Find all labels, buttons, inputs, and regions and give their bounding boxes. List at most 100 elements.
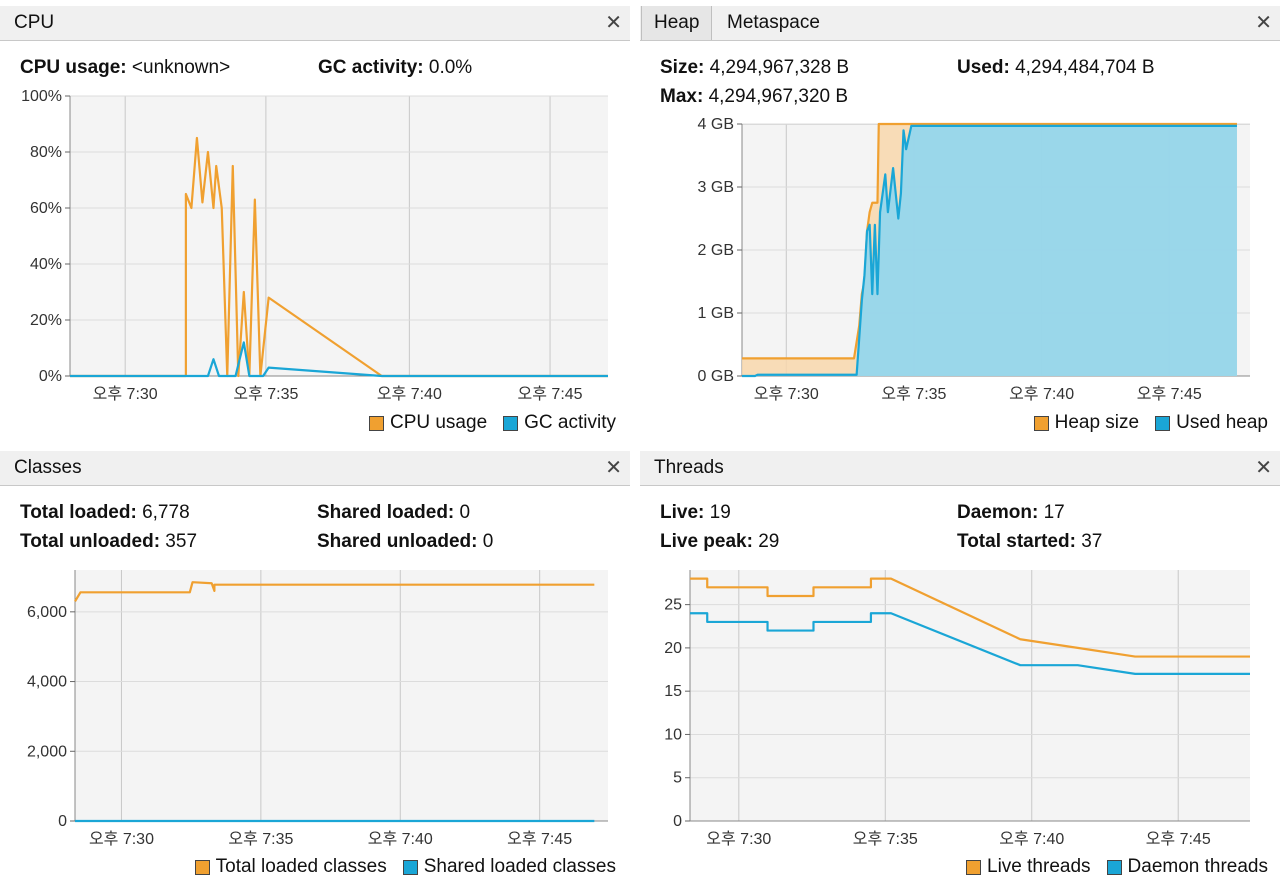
y-tick-label: 4 GB — [698, 116, 734, 133]
total-started-stat: Total started: 37 — [957, 531, 1103, 552]
series-line-cpu-usage — [70, 136, 608, 378]
y-tick-label: 20% — [30, 312, 62, 329]
daemon-stat: Daemon: 17 — [957, 502, 1065, 523]
series-area-used-heap — [742, 125, 1237, 376]
x-tick-label: 오후 7:35 — [853, 830, 918, 848]
x-tick-label: 오후 7:40 — [1009, 385, 1074, 403]
live-peak-stat: Live peak: 29 — [660, 531, 780, 552]
x-tick-label: 오후 7:40 — [377, 385, 442, 403]
shared-unloaded-stat: Shared unloaded: 0 — [317, 531, 494, 552]
y-tick-label: 10 — [664, 726, 682, 743]
series-line-used-heap — [742, 124, 1237, 378]
shared-loaded-stat: Shared loaded: 0 — [317, 502, 471, 523]
y-tick-label: 0 — [58, 813, 67, 830]
cpu-usage-stat: CPU usage: <unknown> — [20, 57, 231, 78]
close-icon[interactable]: ✕ — [1255, 457, 1272, 479]
blue-swatch-icon — [1106, 859, 1122, 875]
y-tick-label: 0% — [39, 368, 62, 385]
close-icon[interactable]: ✕ — [1255, 12, 1272, 34]
tab-classes[interactable]: Classes — [14, 457, 82, 478]
y-tick-label: 15 — [664, 683, 682, 700]
heap-size-stat: Size: 4,294,967,328 B — [660, 57, 850, 78]
tab-metaspace[interactable]: Metaspace — [727, 12, 820, 33]
orange-swatch-icon — [368, 415, 384, 431]
heap-chart: 4 GB 3 GB 2 GB 1 GB 0 GB 오후 7:30 오후 7:35 오후 7:4… — [698, 116, 1250, 403]
orange-swatch-icon — [194, 859, 210, 875]
legend-daemon-threads[interactable]: Daemon threads — [1106, 856, 1268, 878]
y-tick-label: 80% — [30, 144, 62, 161]
heap-legend: Heap size Used heap — [1018, 412, 1268, 434]
cpu-tab-bar: CPU ✕ — [0, 6, 630, 41]
heap-tab-bar: Heap Metaspace ✕ — [640, 6, 1280, 41]
cpu-legend: CPU usage GC activity — [353, 412, 616, 434]
heap-used-stat: Used: 4,294,484,704 B — [957, 57, 1155, 78]
cpu-panel: CPU ✕ CPU usage: <unknown> GC activity: … — [0, 0, 630, 445]
legend-heap-size[interactable]: Heap size — [1033, 412, 1139, 434]
x-tick-label: 오후 7:30 — [706, 830, 771, 848]
x-tick-label: 오후 7:35 — [881, 385, 946, 403]
y-tick-label: 1 GB — [698, 305, 734, 322]
legend-gc-activity[interactable]: GC activity — [503, 412, 616, 434]
legend-shared-loaded-classes[interactable]: Shared loaded classes — [402, 856, 616, 878]
y-tick-label: 6,000 — [27, 604, 67, 621]
heap-max-stat: Max: 4,294,967,320 B — [660, 86, 849, 107]
total-loaded-stat: Total loaded: 6,778 — [20, 502, 190, 523]
legend-cpu-usage[interactable]: CPU usage — [368, 412, 487, 434]
cpu-chart: 100% 80% 60% 40% 20% 0% 오후 7:30 오후 7:35 오후 7:40 오… — [21, 88, 608, 403]
close-icon[interactable]: ✕ — [605, 457, 622, 479]
legend-total-loaded-classes[interactable]: Total loaded classes — [194, 856, 387, 878]
live-stat: Live: 19 — [660, 502, 731, 523]
series-line-gc-activity — [70, 341, 608, 378]
orange-swatch-icon — [1033, 415, 1049, 431]
plot-background — [70, 96, 608, 376]
classes-tab-bar: Classes ✕ — [0, 451, 630, 486]
threads-tab-bar: Threads ✕ — [640, 451, 1280, 486]
y-tick-label: 2,000 — [27, 743, 67, 760]
close-icon[interactable]: ✕ — [605, 12, 622, 34]
gc-activity-stat: GC activity: 0.0% — [318, 57, 473, 78]
classes-chart: 6,000 4,000 2,000 0 오후 7:30 오후 7:35 오후 7:40 오후 … — [27, 570, 608, 848]
total-unloaded-stat: Total unloaded: 357 — [20, 531, 198, 552]
blue-swatch-icon — [1155, 415, 1171, 431]
blue-swatch-icon — [402, 859, 418, 875]
threads-panel: Threads ✕ Live: 19 Daemon: 17 Live peak:… — [640, 445, 1280, 890]
y-tick-label: 60% — [30, 200, 62, 217]
y-tick-label: 4,000 — [27, 674, 67, 691]
plot-background — [690, 570, 1250, 821]
x-tick-label: 오후 7:40 — [368, 830, 433, 848]
x-tick-label: 오후 7:45 — [507, 830, 572, 848]
blue-swatch-icon — [503, 415, 519, 431]
legend-used-heap[interactable]: Used heap — [1155, 412, 1268, 434]
tab-cpu[interactable]: CPU — [14, 12, 55, 33]
classes-legend: Total loaded classes Shared loaded class… — [179, 856, 616, 878]
y-tick-label: 100% — [21, 88, 62, 105]
y-tick-label: 20 — [664, 640, 682, 657]
x-tick-label: 오후 7:30 — [89, 830, 154, 848]
plot-background — [75, 570, 608, 821]
series-line-live-threads — [690, 577, 1250, 658]
orange-swatch-icon — [966, 859, 982, 875]
threads-legend: Live threads Daemon threads — [950, 856, 1268, 878]
series-line-total-loaded-classes — [74, 581, 595, 602]
legend-live-threads[interactable]: Live threads — [966, 856, 1091, 878]
heap-panel: Heap Metaspace ✕ Size: 4,294,967,328 B U… — [640, 0, 1280, 445]
y-tick-label: 40% — [30, 256, 62, 273]
y-tick-label: 0 — [673, 813, 682, 830]
tab-heap[interactable]: Heap — [641, 6, 713, 40]
threads-chart: 25 20 15 10 5 0 오후 7:30 오후 7:35 오후 7:40 오후 7:45 — [664, 570, 1250, 848]
y-tick-label: 5 — [673, 770, 682, 787]
x-tick-label: 오후 7:35 — [233, 385, 298, 403]
y-tick-label: 2 GB — [698, 242, 734, 259]
tab-threads[interactable]: Threads — [654, 457, 724, 478]
y-tick-label: 25 — [664, 597, 682, 614]
x-tick-label: 오후 7:35 — [228, 830, 293, 848]
y-tick-label: 3 GB — [698, 179, 734, 196]
x-tick-label: 오후 7:45 — [1146, 830, 1211, 848]
series-line-daemon-threads — [690, 612, 1250, 675]
x-tick-label: 오후 7:40 — [999, 830, 1064, 848]
x-tick-label: 오후 7:30 — [754, 385, 819, 403]
classes-panel: Classes ✕ Total loaded: 6,778 Shared loa… — [0, 445, 630, 890]
x-tick-label: 오후 7:45 — [518, 385, 583, 403]
y-tick-label: 0 GB — [698, 368, 734, 385]
x-tick-label: 오후 7:45 — [1137, 385, 1202, 403]
